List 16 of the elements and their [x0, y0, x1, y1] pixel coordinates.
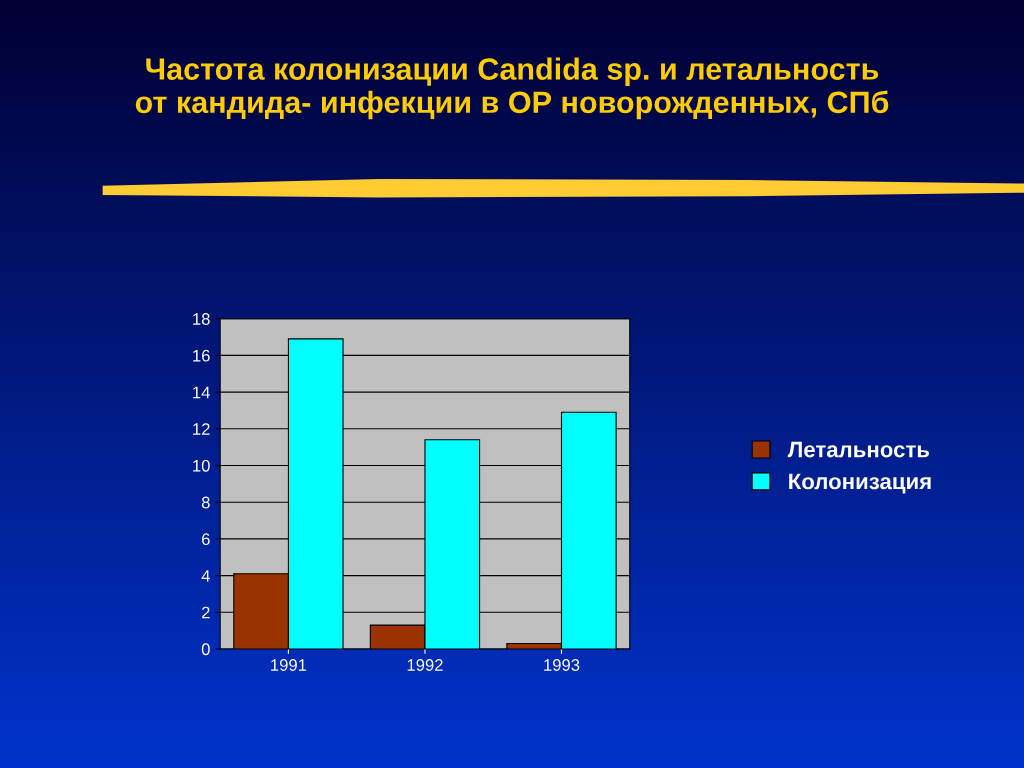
y-tick-label: 2	[202, 606, 210, 619]
y-tick-label: 10	[193, 459, 210, 472]
y-tick-label: 4	[201, 570, 210, 582]
y-tick-label: 6	[202, 533, 210, 546]
chart-title: Частота колонизации Candida sp. и летальность от кандида- инфекции в ОР новорожденных, СПб	[135, 57, 889, 120]
y-tick-label: 14	[193, 386, 210, 399]
legend-label: Летальность	[787, 441, 930, 458]
x-tick-label: 1992	[407, 659, 443, 671]
y-tick-label: 18	[193, 313, 210, 325]
y-tick-label: 0	[201, 643, 210, 656]
legend-label: Колонизация	[789, 473, 931, 494]
x-tick-label: 1991	[271, 659, 307, 671]
x-tick-label: 1993	[544, 659, 580, 671]
y-tick-label: 12	[193, 423, 210, 435]
y-tick-label: 16	[193, 349, 210, 362]
y-tick-label: 8	[201, 496, 210, 509]
